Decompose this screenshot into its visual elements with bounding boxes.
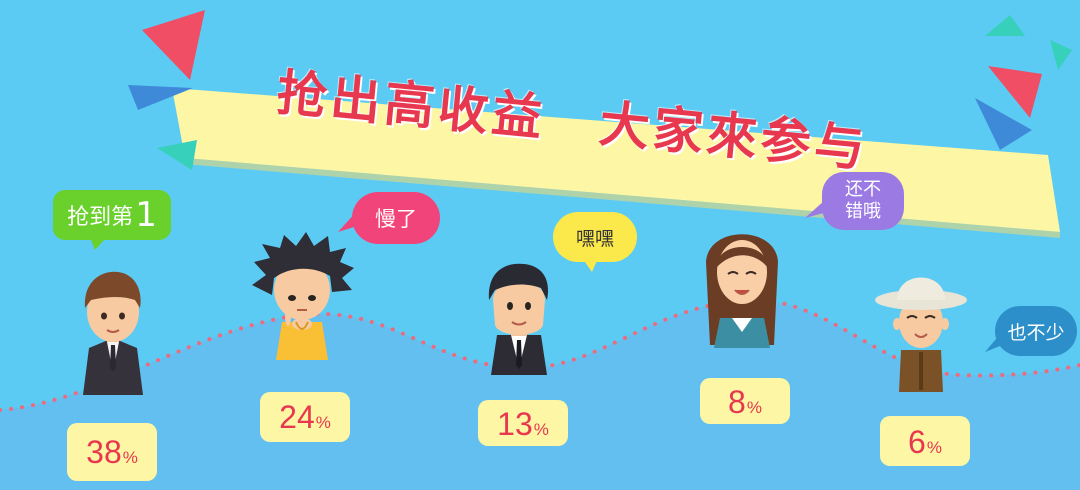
percent-card-4: 8% [700,378,790,424]
percent-card-1: 38% [67,423,157,481]
confetti-teal-3 [1050,40,1072,70]
bubble-text-5: 也不少 [1007,321,1065,344]
speech-bubble-5: 也不少 [995,306,1077,356]
percent-card-bg-2 [260,392,350,442]
speech-bubble-2: 慢了 [352,192,440,244]
character-woman-1 [252,232,354,360]
confetti-blue-1 [128,85,193,110]
percent-card-bg-4 [700,378,790,424]
character-man-2 [488,263,549,375]
bubble-rank-1: 1 [135,195,157,235]
character-woman-2 [706,234,778,348]
percent-card-2: 24% [260,392,350,442]
percent-unit-5: % [926,438,942,457]
confetti-teal-2 [985,15,1025,36]
percent-card-5: 6% [880,416,970,466]
percent-value-5: 6 [908,424,926,460]
percent-unit-3: % [533,420,549,439]
speech-bubble-3: 嘿嘿 [553,212,637,262]
percent-card-bg-1 [67,423,157,481]
dotted-wave [0,297,1080,412]
speech-bubble-4: 还不 错哦 [822,172,904,230]
percent-card-3: 13% [478,400,568,446]
ground-hills [0,299,1080,490]
confetti-teal-1 [157,140,197,170]
character-old-man [875,277,967,392]
bubble-text-3: 嘿嘿 [575,227,614,250]
character-man-1 [83,271,143,395]
percent-card-bg-3 [478,400,568,446]
confetti-red-2 [988,66,1042,118]
percent-unit-2: % [315,413,331,432]
bubble-text-4a: 还不 [845,179,881,200]
percent-value-1: 38 [86,434,122,470]
percent-unit-4: % [746,398,762,417]
percent-value-3: 13 [497,406,533,442]
percent-value-4: 8 [728,384,746,420]
percent-card-bg-5 [880,416,970,466]
bubble-text-4b: 错哦 [845,201,881,222]
speech-bubble-1: 抢到第 1 [53,190,171,240]
bubble-text-1: 抢到第 [67,205,134,230]
percent-value-2: 24 [279,399,315,435]
confetti-red-1 [142,10,205,80]
confetti-blue-2 [975,98,1032,150]
percent-unit-1: % [122,448,138,467]
bubble-text-2: 慢了 [375,207,417,231]
